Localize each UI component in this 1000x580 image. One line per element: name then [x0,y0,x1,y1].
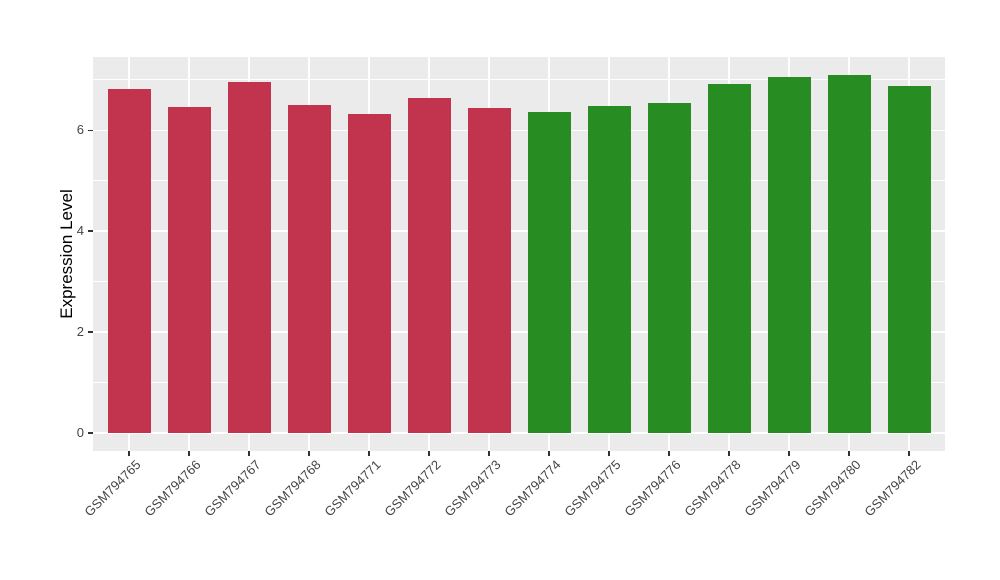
minor-gridline [93,180,945,182]
major-gridline [93,331,945,333]
bar-GSM794766 [167,106,211,433]
plot-panel [93,57,945,451]
y-tick-mark [87,432,93,434]
x-tick-label-GSM794778: GSM794778 [681,457,744,520]
bar-GSM794767 [227,81,271,433]
x-tick-label-GSM794766: GSM794766 [141,457,204,520]
bar-GSM794779 [767,77,811,433]
x-tick-label-GSM794765: GSM794765 [81,457,144,520]
x-tick-label-GSM794780: GSM794780 [801,457,864,520]
x-tick-mark [248,451,250,456]
x-tick-mark [788,451,790,456]
major-gridline [93,230,945,232]
bar-GSM794765 [107,88,151,433]
bar-GSM794775 [587,106,631,433]
y-tick-mark [87,331,93,333]
minor-gridline [93,79,945,81]
y-axis-title: Expression Level [57,189,76,319]
x-tick-label-GSM794771: GSM794771 [321,457,384,520]
y-tick-label: 6 [76,122,84,138]
major-gridline [93,432,945,434]
x-tick-mark [668,451,670,456]
y-tick-label: 0 [76,425,84,440]
bar-GSM794773 [467,108,511,433]
bar-GSM794774 [527,112,571,433]
bar-GSM794771 [347,113,391,433]
x-tick-mark [308,451,310,456]
bar-GSM794776 [647,102,691,433]
x-tick-mark [848,451,850,456]
x-tick-label-GSM794768: GSM794768 [261,457,324,520]
bar-GSM794780 [827,74,871,433]
minor-gridline [93,382,945,383]
x-tick-label-GSM794782: GSM794782 [861,457,924,520]
x-tick-mark [908,451,910,456]
y-tick-label: 4 [76,223,84,239]
x-tick-mark [488,451,490,456]
x-tick-label-GSM794772: GSM794772 [381,457,444,520]
bar-GSM794772 [407,98,451,433]
x-tick-mark [608,451,610,456]
x-tick-mark [368,451,370,456]
bar-GSM794768 [287,104,331,433]
x-tick-mark [128,451,130,456]
minor-gridline [93,281,945,283]
x-tick-mark [548,451,550,456]
x-tick-mark [188,451,190,456]
major-gridline [93,129,945,132]
bar-GSM794778 [707,83,751,433]
x-tick-mark [728,451,730,456]
y-tick-label: 2 [76,324,84,340]
x-tick-label-GSM794767: GSM794767 [201,457,264,520]
y-tick-mark [87,129,93,132]
x-tick-label-GSM794775: GSM794775 [561,457,624,520]
x-tick-label-GSM794776: GSM794776 [621,457,684,520]
x-tick-mark [428,451,430,456]
x-tick-label-GSM794774: GSM794774 [501,457,564,520]
y-tick-mark [87,230,93,232]
x-tick-label-GSM794779: GSM794779 [741,457,804,520]
x-tick-label-GSM794773: GSM794773 [441,457,504,520]
bar-GSM794782 [887,85,931,433]
